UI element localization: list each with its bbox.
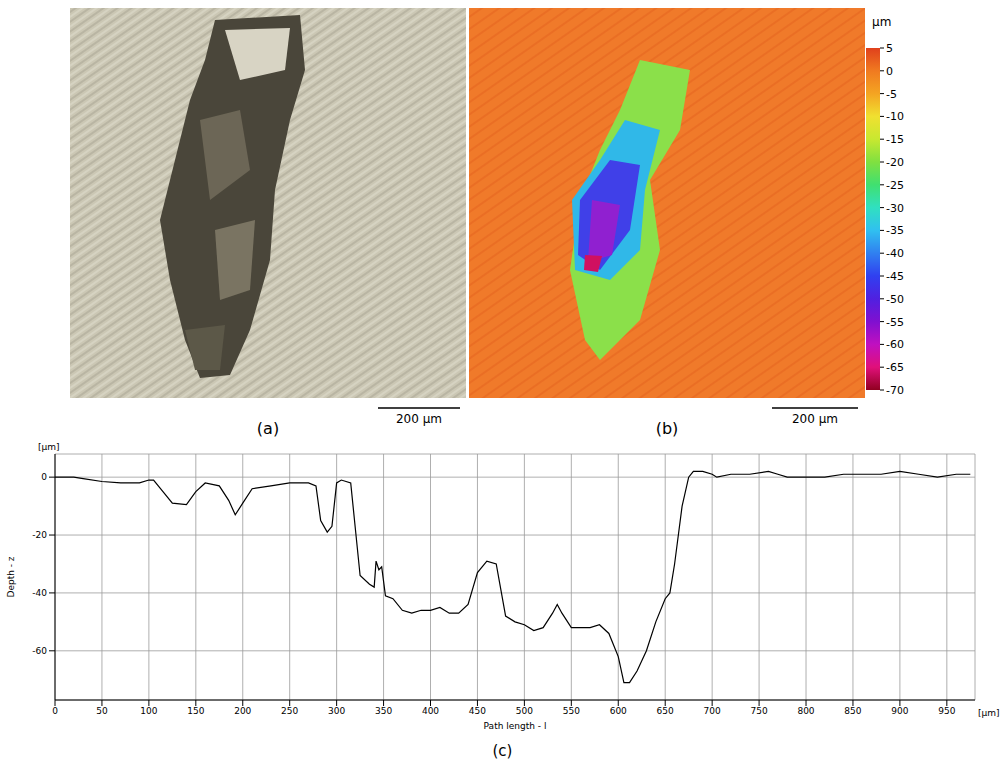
svg-text:650: 650 — [657, 706, 674, 716]
svg-text:850: 850 — [844, 706, 861, 716]
svg-text:450: 450 — [469, 706, 486, 716]
svg-text:-40: -40 — [886, 247, 904, 260]
svg-text:-30: -30 — [886, 202, 904, 215]
svg-text:0: 0 — [52, 706, 58, 716]
svg-text:-50: -50 — [886, 293, 904, 306]
svg-text:0: 0 — [41, 472, 47, 482]
svg-text:500: 500 — [516, 706, 533, 716]
svg-text:200 μm: 200 μm — [396, 412, 442, 426]
svg-text:0: 0 — [886, 65, 893, 78]
svg-text:-65: -65 — [886, 361, 904, 374]
svg-text:800: 800 — [797, 706, 814, 716]
svg-text:950: 950 — [938, 706, 955, 716]
svg-text:(b): (b) — [656, 419, 679, 438]
svg-text:(a): (a) — [257, 419, 279, 438]
svg-text:-35: -35 — [886, 224, 904, 237]
svg-text:-45: -45 — [886, 270, 904, 283]
svg-text:-20: -20 — [886, 156, 904, 169]
svg-text:-70: -70 — [886, 384, 904, 397]
svg-text:900: 900 — [891, 706, 908, 716]
svg-text:400: 400 — [422, 706, 439, 716]
svg-text:-20: -20 — [32, 530, 47, 540]
svg-text:200 μm: 200 μm — [792, 412, 838, 426]
svg-text:[μm]: [μm] — [978, 708, 1000, 718]
svg-text:550: 550 — [563, 706, 580, 716]
svg-text:Depth - z: Depth - z — [6, 556, 16, 597]
svg-text:300: 300 — [328, 706, 345, 716]
html-text:(c): (c) — [492, 742, 513, 760]
svg-text:350: 350 — [375, 706, 392, 716]
svg-text:150: 150 — [187, 706, 204, 716]
svg-text:200: 200 — [234, 706, 251, 716]
svg-text:-40: -40 — [32, 588, 47, 598]
svg-text:700: 700 — [704, 706, 721, 716]
svg-text:250: 250 — [281, 706, 298, 716]
svg-text:-15: -15 — [886, 133, 904, 146]
svg-text:750: 750 — [750, 706, 767, 716]
svg-text:-60: -60 — [32, 646, 47, 656]
svg-text:-10: -10 — [886, 110, 904, 123]
svg-text:100: 100 — [140, 706, 157, 716]
svg-text:50: 50 — [96, 706, 108, 716]
svg-text:-25: -25 — [886, 179, 904, 192]
svg-text:-60: -60 — [886, 338, 904, 351]
svg-text:μm: μm — [872, 15, 891, 29]
svg-text:Path length - l: Path length - l — [484, 721, 547, 731]
svg-text:-5: -5 — [886, 88, 897, 101]
svg-text:5: 5 — [886, 42, 893, 55]
svg-text:[μm]: [μm] — [38, 442, 60, 452]
svg-text:600: 600 — [610, 706, 627, 716]
svg-text:-55: -55 — [886, 316, 904, 329]
